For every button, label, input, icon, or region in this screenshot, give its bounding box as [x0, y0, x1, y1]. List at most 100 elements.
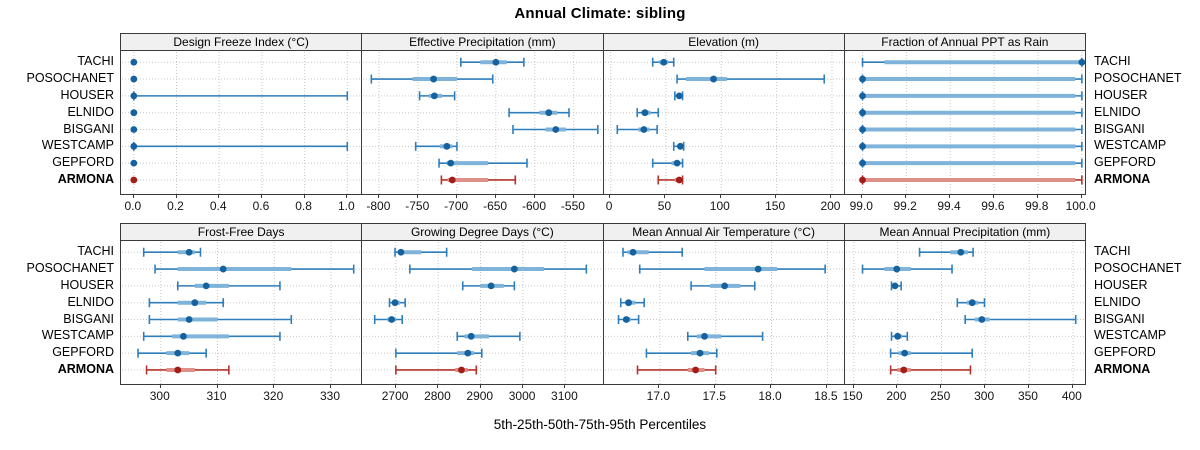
x-tick-label: 350: [1017, 389, 1038, 403]
station-label-left: ARMONA: [57, 361, 114, 376]
station-label-right: BISGANI: [1094, 311, 1145, 326]
station-label-right: POSOCHANET: [1094, 261, 1182, 276]
x-tick-label: 2800: [424, 389, 451, 403]
x-tick-label: 18.5: [814, 389, 838, 403]
x-tick-label: 200: [820, 199, 841, 213]
x-tick-mark: [175, 194, 177, 198]
x-tick-mark: [664, 194, 666, 198]
x-tick-label: -550: [560, 199, 585, 213]
series-elnido: [956, 298, 986, 308]
median-dot: [391, 299, 399, 307]
median-dot: [130, 109, 138, 117]
x-axis: 0 50 100 150 200: [603, 194, 845, 216]
x-tick-mark: [330, 384, 332, 388]
series-armona: [395, 365, 478, 375]
station-label-left: GEPFORD: [52, 155, 114, 170]
x-tick-label: 100: [709, 199, 730, 213]
series-bisgani: [615, 125, 658, 135]
series-bisgani: [617, 315, 639, 325]
series-gepford: [651, 158, 683, 168]
series-westcamp: [858, 141, 1083, 151]
x-tick-label: -650: [483, 199, 508, 213]
x-tick-mark: [830, 194, 832, 198]
median-dot: [397, 248, 405, 256]
median-dot: [174, 349, 182, 357]
series-elnido: [635, 108, 659, 118]
series-elnido: [858, 108, 1083, 118]
series-westcamp: [130, 141, 349, 151]
x-tick-label: 320: [263, 389, 284, 403]
median-dot: [430, 75, 438, 83]
median-dot: [659, 58, 667, 66]
median-dot: [709, 75, 717, 83]
median-dot: [487, 282, 495, 290]
panel-strip: Elevation (m): [602, 33, 845, 51]
series-gepford: [130, 159, 138, 167]
series-posochanet: [861, 264, 953, 274]
x-tick-mark: [1027, 384, 1029, 388]
x-tick-label: 3100: [551, 389, 578, 403]
x-tick-label: 300: [974, 389, 995, 403]
median-dot: [629, 248, 636, 256]
station-label-left: ELNIDO: [67, 104, 114, 119]
x-tick-mark: [896, 384, 898, 388]
median-dot: [443, 142, 451, 150]
x-tick-mark: [534, 194, 536, 198]
x-tick-label: -800: [366, 199, 391, 213]
series-westcamp: [456, 331, 521, 341]
x-tick-mark: [852, 384, 854, 388]
x-tick-mark: [395, 384, 397, 388]
series-armona: [889, 365, 971, 375]
median-dot: [891, 282, 899, 290]
series-westcamp: [415, 141, 458, 151]
x-tick-label: 0.8: [295, 199, 312, 213]
station-label-left: BISGANI: [63, 311, 114, 326]
panel-strip: Frost-Free Days: [120, 223, 363, 241]
x-tick-label: 50: [657, 199, 672, 213]
station-label-right: ARMONA: [1094, 171, 1151, 186]
station-label-left: HOUSER: [60, 87, 114, 102]
median-dot: [675, 176, 683, 184]
station-label-right: BISGANI: [1094, 121, 1145, 136]
median-dot: [858, 176, 866, 184]
series-armona: [656, 175, 683, 185]
station-label-left: POSOCHANET: [26, 71, 114, 86]
median-dot: [511, 265, 519, 273]
x-axis: 150 200 250 300 350 400: [843, 384, 1086, 406]
station-label-left: WESTCAMP: [41, 328, 114, 343]
x-tick-mark: [495, 194, 497, 198]
x-tick-label: 100.0: [1065, 199, 1096, 213]
panel-strip: Growing Degree Days (°C): [361, 223, 604, 241]
median-dot: [676, 142, 684, 150]
series-posochanet: [370, 74, 494, 84]
median-dot: [180, 332, 187, 340]
x-tick-mark: [346, 194, 348, 198]
series-gepford: [645, 348, 718, 358]
median-dot: [754, 265, 762, 273]
series-gepford: [137, 348, 207, 358]
series-tachi: [861, 57, 1085, 67]
median-dot: [900, 366, 907, 374]
series-elnido: [508, 108, 571, 118]
station-label-left: WESTCAMP: [41, 138, 114, 153]
x-tick-mark: [303, 194, 305, 198]
series-posochanet: [638, 264, 826, 274]
x-axis: 0.0 0.2 0.4 0.6 0.8 1.0: [120, 194, 362, 216]
x-axis: 2700 2800 2900 3000 3100: [361, 384, 603, 406]
series-bisgani: [130, 126, 138, 133]
median-dot: [130, 126, 138, 133]
x-tick-label: 0.2: [167, 199, 184, 213]
series-posochanet: [409, 264, 588, 274]
x-tick-mark: [522, 384, 524, 388]
median-dot: [388, 316, 396, 323]
station-label-right: ARMONA: [1094, 361, 1151, 376]
series-houser: [462, 281, 516, 291]
median-dot: [624, 299, 632, 307]
series-houser: [419, 91, 456, 101]
x-tick-label: -750: [405, 199, 430, 213]
x-tick-mark: [216, 384, 218, 388]
series-bisgani: [374, 315, 404, 325]
series-tachi: [918, 247, 974, 257]
x-tick-label: 2900: [466, 389, 494, 403]
series-elnido: [388, 298, 407, 308]
